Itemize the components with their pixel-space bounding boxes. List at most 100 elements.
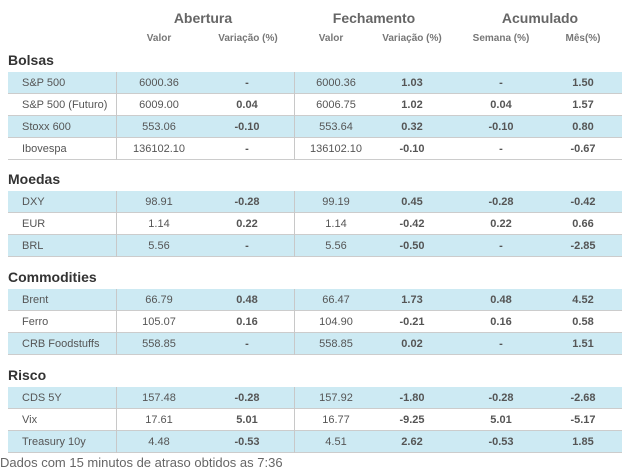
cell-close-value: 66.47 [322, 294, 350, 306]
subheader-week: Semana (%) [472, 33, 530, 44]
cell-close-var: 1.02 [401, 99, 423, 111]
cell-month: -0.42 [570, 196, 596, 208]
cell-close-var: -0.42 [399, 218, 425, 230]
cell-week: -0.28 [488, 196, 514, 208]
section-title: Bolsas [8, 52, 54, 68]
cell-month: -0.67 [570, 143, 596, 155]
column-divider [294, 72, 295, 160]
cell-open-var: -0.53 [234, 436, 260, 448]
cell-week: 0.04 [490, 99, 512, 111]
column-divider [116, 72, 117, 160]
cell-open-var: 0.04 [236, 99, 258, 111]
cell-close-var: -0.50 [399, 240, 425, 252]
cell-close-value: 99.19 [322, 196, 350, 208]
cell-week: -0.10 [488, 121, 514, 133]
cell-month: 1.85 [572, 436, 594, 448]
table-row: CDS 5Y 157.48 -0.28 157.92 -1.80 -0.28 -2.68 [8, 387, 622, 409]
cell-close-var: 1.73 [401, 294, 423, 306]
section-title: Commodities [8, 269, 97, 285]
cell-open-var: - [245, 77, 249, 89]
row-name: Ferro [22, 316, 49, 328]
cell-week: - [499, 338, 503, 350]
table-row: DXY 98.91 -0.28 99.19 0.45 -0.28 -0.42 [8, 191, 622, 213]
cell-month: 0.80 [572, 121, 594, 133]
column-divider [116, 387, 117, 453]
cell-open-value: 5.56 [148, 240, 170, 252]
cell-close-var: -0.10 [399, 143, 425, 155]
cell-month: -5.17 [570, 414, 596, 426]
section-title: Moedas [8, 171, 61, 187]
cell-month: 0.66 [572, 218, 594, 230]
cell-month: -2.68 [570, 392, 596, 404]
row-name: Vix [22, 414, 38, 426]
cell-month: -2.85 [570, 240, 596, 252]
column-divider [116, 191, 117, 257]
cell-week: -0.53 [488, 436, 514, 448]
cell-open-var: - [245, 143, 249, 155]
subheader-open-variation: Variação (%) [218, 33, 278, 44]
cell-open-value: 66.79 [145, 294, 173, 306]
cell-open-value: 157.48 [142, 392, 176, 404]
cell-close-var: 0.02 [401, 338, 423, 350]
cell-open-value: 105.07 [142, 316, 176, 328]
cell-close-value: 1.14 [325, 218, 347, 230]
table-row: CRB Foodstuffs 558.85 - 558.85 0.02 - 1.51 [8, 333, 622, 355]
cell-close-value: 16.77 [322, 414, 350, 426]
cell-month: 0.58 [572, 316, 594, 328]
column-divider [294, 289, 295, 355]
subheader-close-value: Valor [318, 33, 344, 44]
cell-open-value: 17.61 [145, 414, 173, 426]
row-name: Ibovespa [22, 143, 67, 155]
table-row: Ibovespa 136102.10 - 136102.10 -0.10 - -0.67 [8, 138, 622, 160]
cell-open-var: - [245, 240, 249, 252]
cell-open-value: 553.06 [142, 121, 176, 133]
cell-week: - [499, 77, 503, 89]
table-row: Brent 66.79 0.48 66.47 1.73 0.48 4.52 [8, 289, 622, 311]
cell-open-var: -0.10 [234, 121, 260, 133]
row-name: S&P 500 (Futuro) [22, 99, 108, 111]
column-divider [294, 191, 295, 257]
row-name: DXY [22, 196, 45, 208]
cell-close-var: 0.32 [401, 121, 423, 133]
cell-open-value: 98.91 [145, 196, 173, 208]
cell-open-value: 558.85 [142, 338, 176, 350]
cell-week: 0.22 [490, 218, 512, 230]
row-name: Treasury 10y [22, 436, 86, 448]
cell-week: - [499, 143, 503, 155]
cell-close-value: 4.51 [325, 436, 347, 448]
table-row: EUR 1.14 0.22 1.14 -0.42 0.22 0.66 [8, 213, 622, 235]
row-name: S&P 500 [22, 77, 66, 89]
cell-close-var: 2.62 [401, 436, 423, 448]
row-name: CRB Foodstuffs [22, 338, 100, 350]
cell-close-var: 1.03 [401, 77, 423, 89]
cell-month: 1.57 [572, 99, 594, 111]
table-row: Stoxx 600 553.06 -0.10 553.64 0.32 -0.10 0.80 [8, 116, 622, 138]
cell-close-var: 0.45 [401, 196, 423, 208]
row-name: Stoxx 600 [22, 121, 71, 133]
cell-open-var: -0.28 [234, 196, 260, 208]
cell-week: - [499, 240, 503, 252]
row-name: BRL [22, 240, 44, 252]
cell-close-value: 558.85 [319, 338, 353, 350]
cell-week: 5.01 [490, 414, 512, 426]
cell-open-var: -0.28 [234, 392, 260, 404]
row-name: CDS 5Y [22, 392, 62, 404]
cell-open-value: 6009.00 [139, 99, 179, 111]
cell-open-var: 0.48 [236, 294, 258, 306]
cell-open-var: 0.22 [236, 218, 258, 230]
cell-week: 0.16 [490, 316, 512, 328]
section-title: Risco [8, 367, 47, 383]
cell-close-value: 6000.36 [316, 77, 356, 89]
cell-month: 1.51 [572, 338, 594, 350]
cell-close-var: -0.21 [399, 316, 425, 328]
group-header-acumulado: Acumulado [501, 10, 579, 26]
cell-open-value: 1.14 [148, 218, 170, 230]
table-row: Treasury 10y 4.48 -0.53 4.51 2.62 -0.53 1.85 [8, 431, 622, 453]
cell-close-value: 5.56 [325, 240, 347, 252]
column-divider [294, 387, 295, 453]
cell-month: 4.52 [572, 294, 594, 306]
table-row: S&P 500 (Futuro) 6009.00 0.04 6006.75 1.02 0.… [8, 94, 622, 116]
subheader-close-variation: Variação (%) [382, 33, 442, 44]
table-row: Vix 17.61 5.01 16.77 -9.25 5.01 -5.17 [8, 409, 622, 431]
table-row: Ferro 105.07 0.16 104.90 -0.21 0.16 0.58 [8, 311, 622, 333]
